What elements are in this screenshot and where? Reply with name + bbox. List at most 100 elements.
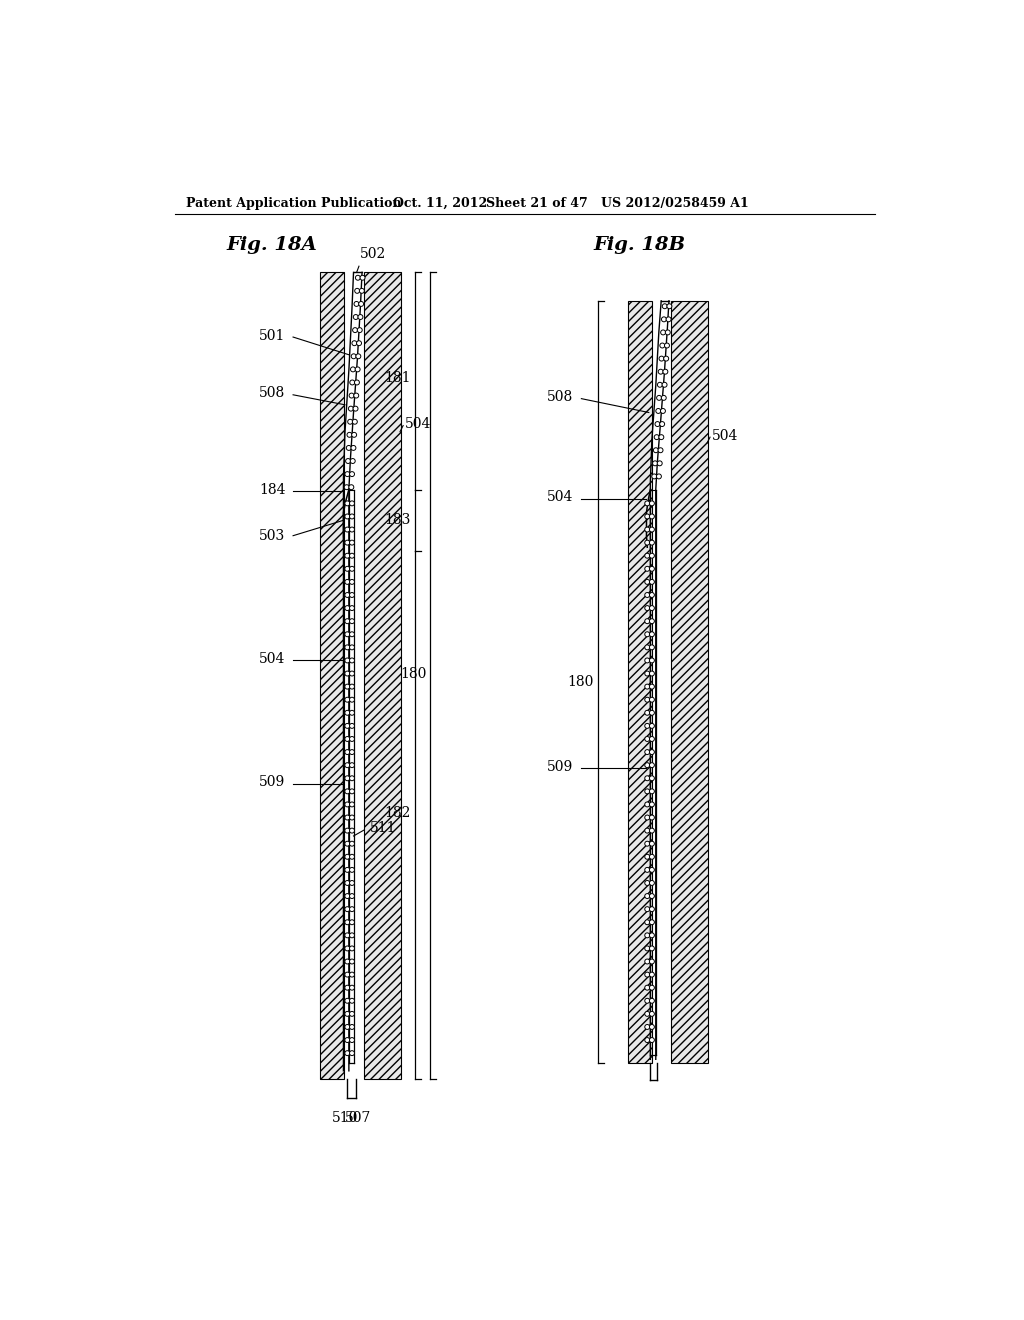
Circle shape [645,814,650,820]
Circle shape [645,606,650,611]
Circle shape [349,960,354,964]
Circle shape [645,657,650,663]
Circle shape [345,841,350,846]
Circle shape [649,710,654,715]
Circle shape [649,960,654,964]
Circle shape [349,540,354,545]
Circle shape [349,579,354,585]
Circle shape [655,421,659,426]
Circle shape [649,880,654,886]
Circle shape [349,484,354,490]
Circle shape [645,527,650,532]
Circle shape [349,907,354,912]
Circle shape [653,447,658,453]
Text: US 2012/0258459 A1: US 2012/0258459 A1 [601,197,749,210]
Circle shape [660,330,666,335]
Circle shape [645,880,650,886]
Circle shape [645,723,650,729]
Text: 503: 503 [259,529,286,543]
Circle shape [645,645,650,649]
Circle shape [349,998,354,1003]
Circle shape [649,750,654,755]
Circle shape [349,513,354,519]
Circle shape [645,933,650,937]
Circle shape [345,985,350,990]
Circle shape [658,447,663,453]
Circle shape [645,593,650,598]
Circle shape [645,1024,650,1030]
Circle shape [353,393,358,399]
Circle shape [662,317,667,322]
Circle shape [654,434,659,440]
Circle shape [649,657,654,663]
Text: 509: 509 [259,775,286,789]
Circle shape [345,657,350,663]
Circle shape [352,327,357,333]
Circle shape [345,894,350,899]
Circle shape [649,933,654,937]
Circle shape [347,433,352,437]
Text: 510: 510 [332,1111,358,1125]
Circle shape [667,304,672,309]
Circle shape [663,304,668,309]
Circle shape [345,671,350,676]
Circle shape [657,461,663,466]
Circle shape [659,421,665,426]
Circle shape [645,854,650,859]
Circle shape [349,1011,354,1016]
Circle shape [645,960,650,964]
Circle shape [353,314,358,319]
Circle shape [345,513,350,519]
Text: 181: 181 [384,371,411,385]
Circle shape [349,854,354,859]
Circle shape [649,513,654,519]
Circle shape [645,763,650,768]
Bar [671,301,708,1063]
Circle shape [662,396,667,400]
Circle shape [345,471,350,477]
Circle shape [357,327,362,333]
Circle shape [645,671,650,676]
Circle shape [345,763,350,768]
Circle shape [350,458,355,463]
Circle shape [663,383,667,387]
Text: 504: 504 [712,429,738,442]
Circle shape [645,750,650,755]
Circle shape [345,960,350,964]
Circle shape [349,684,354,689]
Circle shape [645,710,650,715]
Circle shape [645,841,650,846]
Circle shape [345,880,350,886]
Circle shape [344,484,349,490]
Circle shape [645,737,650,742]
Circle shape [645,540,650,545]
Circle shape [349,657,354,663]
Circle shape [349,880,354,886]
Circle shape [649,540,654,545]
Circle shape [349,920,354,925]
Circle shape [655,408,660,413]
Circle shape [345,553,350,558]
Text: Oct. 11, 2012: Oct. 11, 2012 [393,197,487,210]
Circle shape [645,776,650,780]
Circle shape [649,737,654,742]
Circle shape [656,396,662,400]
Circle shape [349,1038,354,1043]
Circle shape [349,933,354,937]
Circle shape [349,1024,354,1030]
Circle shape [345,737,350,742]
Text: 507: 507 [345,1111,372,1125]
Circle shape [645,553,650,558]
Circle shape [349,566,354,572]
Circle shape [666,317,671,322]
Circle shape [354,380,359,385]
Circle shape [349,645,354,649]
Circle shape [345,606,350,611]
Circle shape [345,907,350,912]
Circle shape [349,867,354,873]
Circle shape [645,1011,650,1016]
Text: Fig. 18B: Fig. 18B [594,236,685,253]
Circle shape [345,828,350,833]
Circle shape [345,803,350,807]
Circle shape [345,854,350,859]
